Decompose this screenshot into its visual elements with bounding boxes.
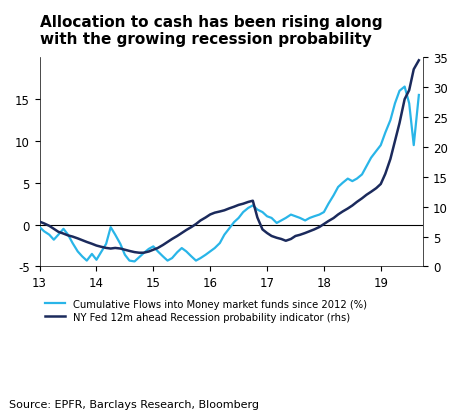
NY Fed 12m ahead Recession probability indicator (rhs)	[368, 190, 374, 195]
Text: Source: EPFR, Barclays Research, Bloomberg: Source: EPFR, Barclays Research, Bloombe…	[9, 399, 259, 409]
NY Fed 12m ahead Recession probability indicator (rhs)	[382, 172, 388, 177]
Cumulative Flows into Money market funds since 2012 (%)	[368, 156, 374, 161]
NY Fed 12m ahead Recession probability indicator (rhs)	[350, 204, 355, 209]
Text: Allocation to cash has been rising along
with the growing recession probability: Allocation to cash has been rising along…	[40, 15, 382, 47]
Legend: Cumulative Flows into Money market funds since 2012 (%), NY Fed 12m ahead Recess: Cumulative Flows into Money market funds…	[44, 299, 367, 322]
NY Fed 12m ahead Recession probability indicator (rhs)	[416, 59, 422, 64]
Cumulative Flows into Money market funds since 2012 (%)	[350, 179, 355, 184]
Cumulative Flows into Money market funds since 2012 (%)	[416, 93, 422, 98]
Cumulative Flows into Money market funds since 2012 (%)	[402, 85, 407, 90]
Cumulative Flows into Money market funds since 2012 (%)	[250, 204, 256, 209]
NY Fed 12m ahead Recession probability indicator (rhs)	[250, 199, 256, 204]
Cumulative Flows into Money market funds since 2012 (%)	[321, 210, 327, 215]
Line: NY Fed 12m ahead Recession probability indicator (rhs): NY Fed 12m ahead Recession probability i…	[40, 61, 419, 253]
NY Fed 12m ahead Recession probability indicator (rhs)	[136, 251, 142, 256]
Cumulative Flows into Money market funds since 2012 (%)	[132, 259, 138, 264]
Cumulative Flows into Money market funds since 2012 (%)	[37, 225, 43, 230]
NY Fed 12m ahead Recession probability indicator (rhs)	[278, 237, 284, 242]
NY Fed 12m ahead Recession probability indicator (rhs)	[321, 222, 327, 227]
Cumulative Flows into Money market funds since 2012 (%)	[382, 131, 388, 136]
NY Fed 12m ahead Recession probability indicator (rhs)	[37, 220, 43, 225]
Cumulative Flows into Money market funds since 2012 (%)	[278, 218, 284, 223]
Line: Cumulative Flows into Money market funds since 2012 (%): Cumulative Flows into Money market funds…	[40, 88, 419, 262]
